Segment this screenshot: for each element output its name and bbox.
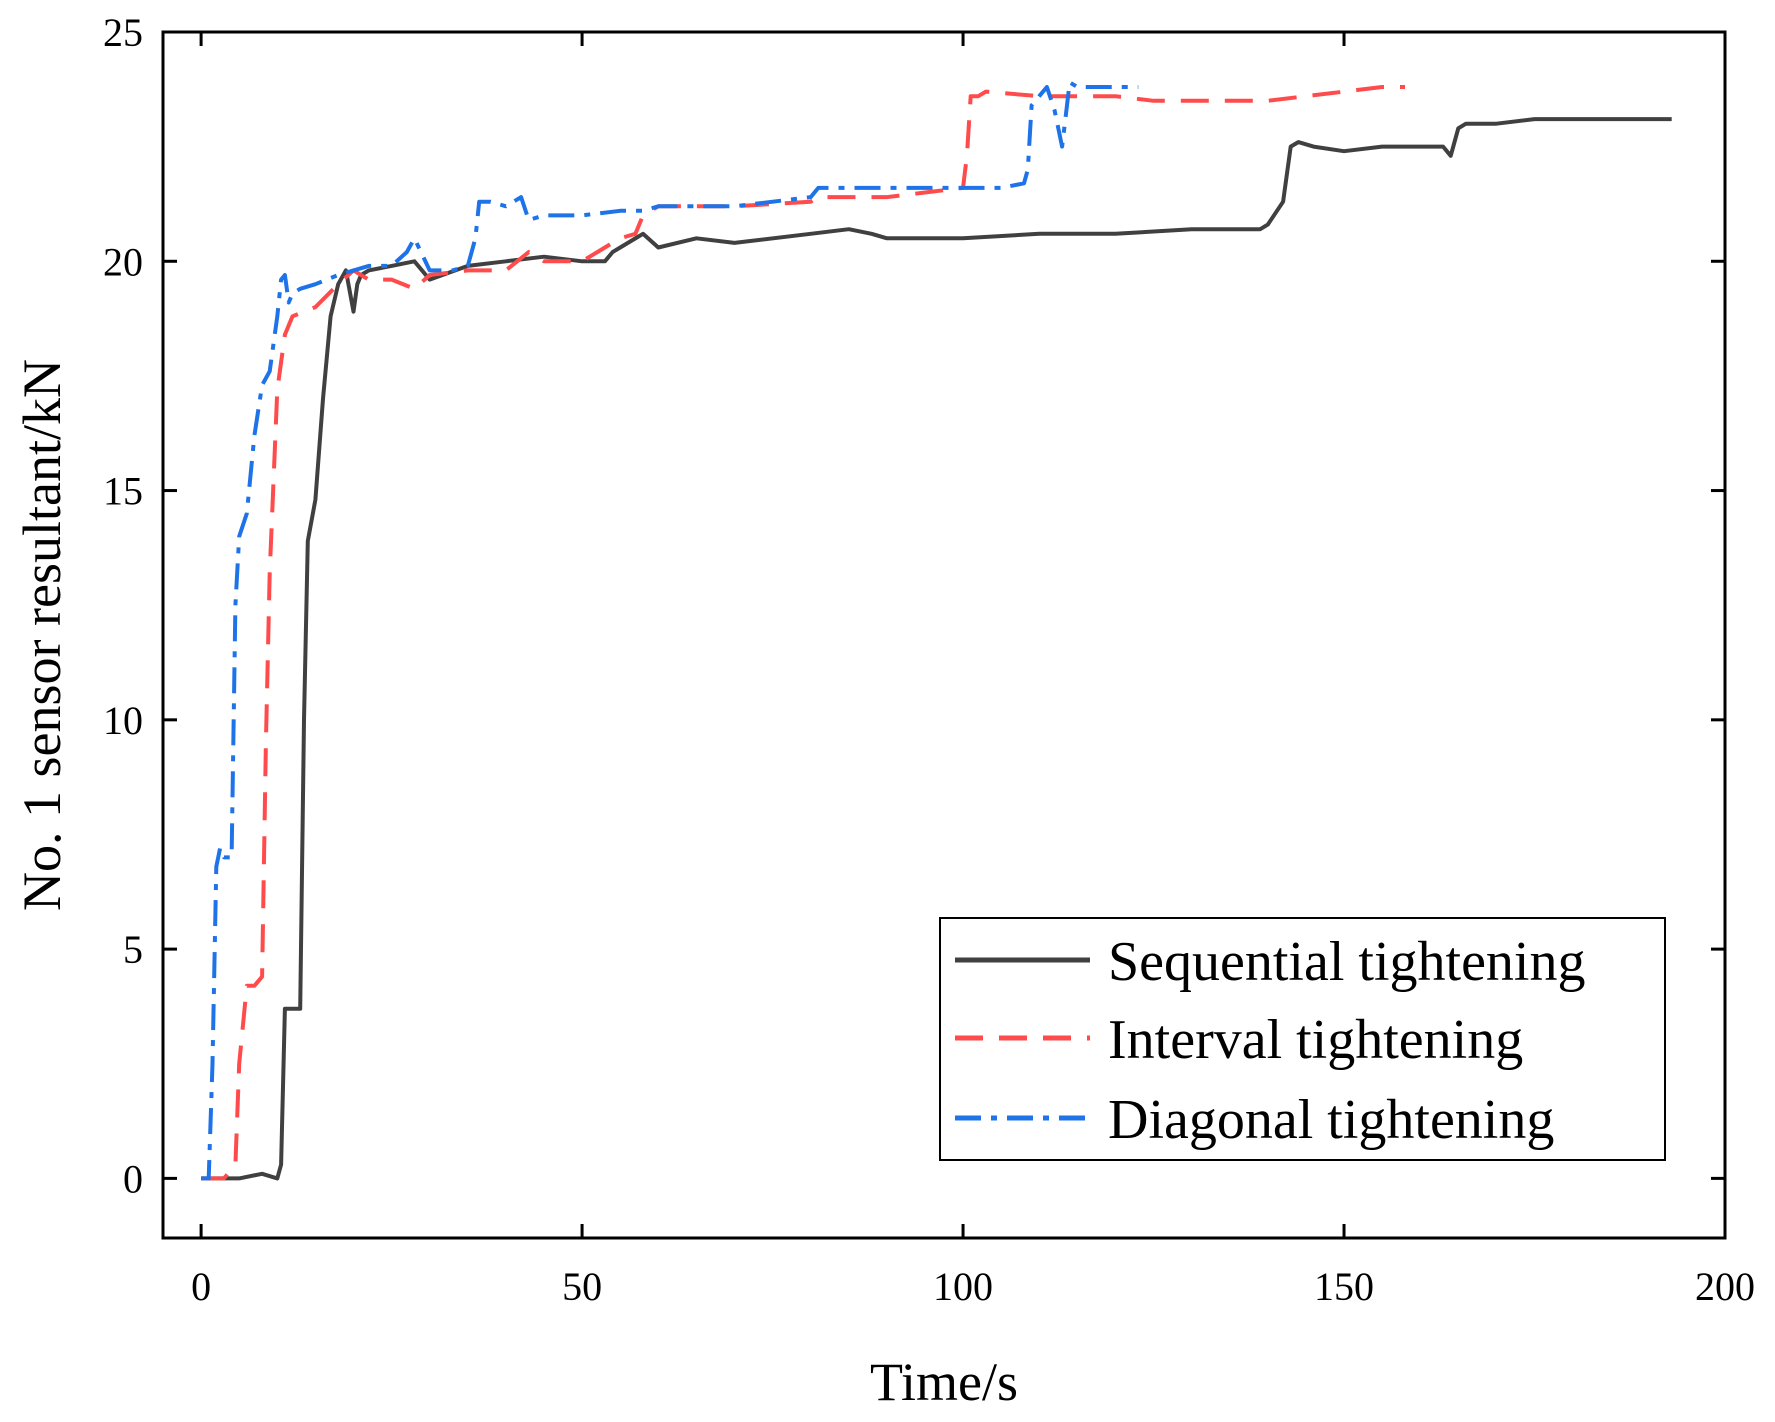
series-line-sequential [201, 117, 1672, 1181]
legend-label-interval: Interval tightening [1108, 1009, 1523, 1071]
x-axis-ticks: 0 50 100 150 200 [191, 32, 1755, 1309]
y-tick-label: 10 [103, 698, 143, 743]
y-axis-title: No. 1 sensor resultant/kN [12, 359, 72, 911]
x-tick-label: 100 [933, 1264, 993, 1309]
y-tick-label: 20 [103, 239, 143, 284]
legend: Sequential tightening Interval tightenin… [939, 917, 1666, 1161]
x-tick-label: 150 [1314, 1264, 1374, 1309]
y-axis-ticks: 0 5 10 15 20 25 [103, 10, 1725, 1201]
y-tick-label: 25 [103, 10, 143, 55]
series-line-interval [201, 85, 1405, 1181]
plot-frame [161, 30, 1727, 1240]
series-layer [201, 80, 1672, 1181]
series-line-diagonal [201, 80, 1139, 1181]
y-tick-label: 5 [123, 927, 143, 972]
x-tick-label: 50 [562, 1264, 602, 1309]
x-tick-label: 0 [191, 1264, 211, 1309]
legend-label-diagonal: Diagonal tightening [1108, 1089, 1554, 1151]
legend-label-sequential: Sequential tightening [1108, 931, 1585, 993]
y-tick-label: 15 [103, 469, 143, 514]
y-tick-label: 0 [123, 1156, 143, 1201]
x-tick-label: 200 [1695, 1264, 1755, 1309]
x-axis-title: Time/s [870, 1352, 1018, 1412]
